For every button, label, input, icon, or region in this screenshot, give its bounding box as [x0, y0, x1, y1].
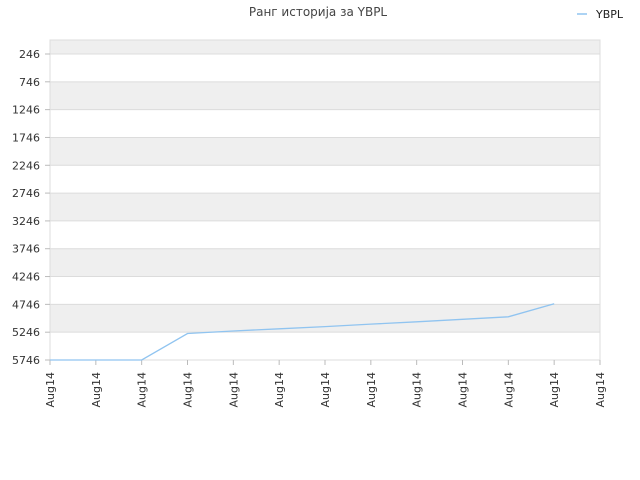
- y-tick-label: 5246: [12, 326, 40, 339]
- y-tick-label: 1246: [12, 104, 40, 117]
- series-point: [49, 359, 52, 362]
- y-tick-label: 746: [19, 76, 40, 89]
- background-band: [50, 137, 600, 166]
- series-point: [507, 315, 510, 318]
- series-point: [140, 359, 143, 362]
- plot-background-bands: [50, 40, 600, 360]
- y-tick-label: 3246: [12, 215, 40, 228]
- chart-title: Ранг историја за YBPL: [249, 5, 388, 19]
- y-tick-label: 246: [19, 48, 40, 61]
- y-tick-label: 2246: [12, 159, 40, 172]
- y-tick-label: 5746: [12, 354, 40, 367]
- background-band: [50, 248, 600, 277]
- y-tick-label: 2746: [12, 187, 40, 200]
- x-tick-label: Aug14: [457, 372, 470, 407]
- background-band: [50, 304, 600, 333]
- series-line-ybpl: [50, 303, 555, 361]
- x-tick-label: Aug14: [594, 372, 607, 407]
- x-tick-label: Aug14: [182, 372, 195, 407]
- x-tick-label: Aug14: [319, 372, 332, 407]
- legend[interactable]: YBPL: [577, 8, 624, 21]
- series-point: [369, 323, 372, 326]
- x-tick-label: Aug14: [548, 372, 561, 407]
- x-tick-label: Aug14: [411, 372, 424, 407]
- y-axis-ticks: 246 746 1246 1746 2246 2746 3246 3746 4246 4746 52…: [12, 48, 50, 367]
- y-tick-label: 4746: [12, 298, 40, 311]
- x-tick-label: Aug14: [136, 372, 149, 407]
- background-band: [50, 165, 600, 194]
- x-tick-label: Aug14: [90, 372, 103, 407]
- series-point: [94, 359, 97, 362]
- legend-label-ybpl: YBPL: [595, 8, 624, 21]
- background-band: [50, 109, 600, 138]
- y-tick-label: 3746: [12, 243, 40, 256]
- series-point: [415, 320, 418, 323]
- gridlines: [50, 53, 600, 361]
- series-layer: [49, 302, 556, 362]
- x-tick-label: Aug14: [44, 372, 57, 407]
- background-band: [50, 40, 600, 54]
- series-point: [278, 327, 281, 330]
- series-point: [186, 332, 189, 335]
- x-tick-label: Aug14: [273, 372, 286, 407]
- background-band: [50, 54, 600, 82]
- background-band: [50, 220, 600, 249]
- background-band: [50, 332, 600, 360]
- background-band: [50, 193, 600, 221]
- background-band: [50, 81, 600, 110]
- x-axis-ticks: Aug14 Aug14 Aug14 Aug14 Aug14 Aug14 Aug14 Aug14…: [44, 360, 607, 407]
- background-band: [50, 276, 600, 305]
- y-tick-label: 4246: [12, 271, 40, 284]
- series-point: [232, 330, 235, 333]
- series-point: [324, 325, 327, 328]
- series-point: [553, 302, 556, 305]
- x-tick-label: Aug14: [227, 372, 240, 407]
- y-tick-label: 1746: [12, 131, 40, 144]
- series-point: [461, 318, 464, 321]
- x-tick-label: Aug14: [365, 372, 378, 407]
- x-tick-label: Aug14: [502, 372, 515, 407]
